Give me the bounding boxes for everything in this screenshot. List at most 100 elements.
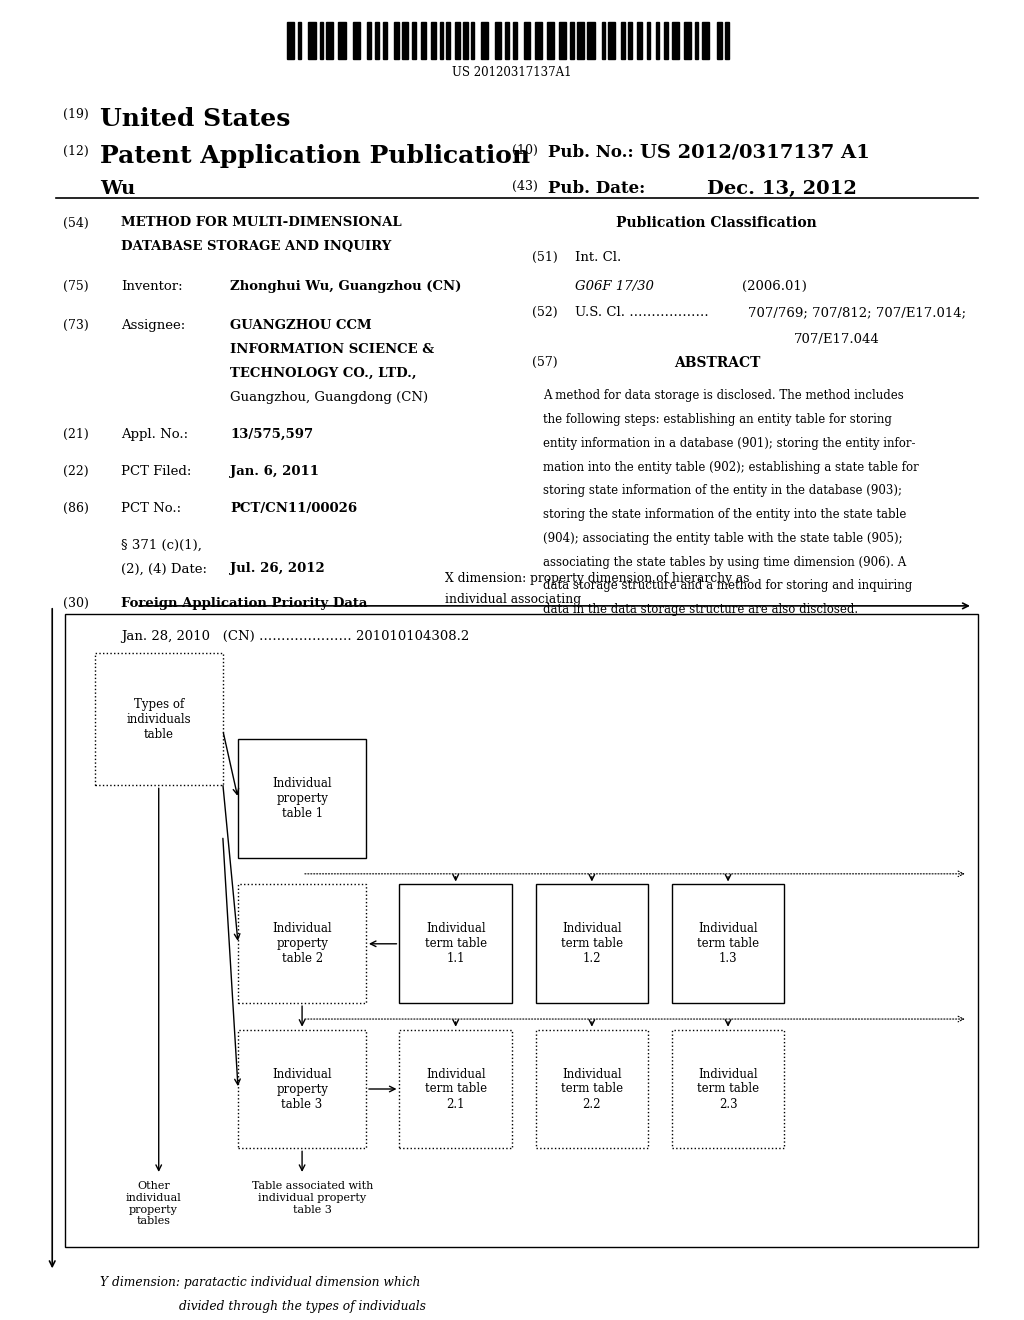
Text: Zhonghui Wu, Guangzhou (CN): Zhonghui Wu, Guangzhou (CN) (230, 280, 462, 293)
Text: Individual
term table
2.3: Individual term table 2.3 (697, 1068, 759, 1110)
Text: Individual
property
table 3: Individual property table 3 (272, 1068, 332, 1110)
Text: mation into the entity table (902); establishing a state table for: mation into the entity table (902); esta… (543, 461, 919, 474)
Bar (326, 22, 333, 59)
Text: Int. Cl.: Int. Cl. (575, 251, 622, 264)
FancyBboxPatch shape (94, 653, 223, 785)
Bar (647, 22, 650, 59)
Text: Jan. 6, 2011: Jan. 6, 2011 (230, 465, 319, 478)
Text: Individual
term table
1.2: Individual term table 1.2 (561, 923, 623, 965)
Text: (12): (12) (63, 145, 89, 158)
Text: DATABASE STORAGE AND INQUIRY: DATABASE STORAGE AND INQUIRY (121, 240, 391, 253)
Text: data storage structure and a method for storing and inquiring: data storage structure and a method for … (543, 579, 912, 593)
Bar (394, 22, 399, 59)
Text: METHOD FOR MULTI-DIMENSIONAL: METHOD FOR MULTI-DIMENSIONAL (121, 216, 401, 230)
FancyBboxPatch shape (238, 1030, 367, 1148)
Text: Individual
term table
1.3: Individual term table 1.3 (697, 923, 759, 965)
FancyBboxPatch shape (536, 884, 648, 1003)
Text: (10): (10) (512, 144, 538, 157)
Bar (621, 22, 625, 59)
Text: Wu: Wu (100, 180, 135, 198)
Bar (628, 22, 632, 59)
Text: Appl. No.:: Appl. No.: (121, 428, 188, 441)
Text: data in the data storage structure are also disclosed.: data in the data storage structure are a… (543, 603, 858, 616)
Text: (86): (86) (63, 502, 89, 515)
Text: G06F 17/30: G06F 17/30 (575, 280, 654, 293)
Text: (19): (19) (63, 108, 89, 121)
Text: PCT Filed:: PCT Filed: (121, 465, 191, 478)
Text: Individual
property
table 2: Individual property table 2 (272, 923, 332, 965)
Text: Pub. No.:: Pub. No.: (548, 144, 634, 161)
Text: Assignee:: Assignee: (121, 319, 185, 333)
Bar (471, 22, 474, 59)
Text: Jan. 28, 2010   (CN) ………………… 201010104308.2: Jan. 28, 2010 (CN) ………………… 201010104308.… (121, 630, 469, 643)
Bar (672, 22, 680, 59)
Bar (368, 22, 372, 59)
Text: storing the state information of the entity into the state table: storing the state information of the ent… (543, 508, 906, 521)
FancyBboxPatch shape (672, 884, 784, 1003)
Bar (456, 22, 461, 59)
Text: Guangzhou, Guangdong (CN): Guangzhou, Guangdong (CN) (230, 391, 428, 404)
Text: (51): (51) (532, 251, 558, 264)
Text: Y dimension: paratactic individual dimension which: Y dimension: paratactic individual dimen… (100, 1276, 421, 1290)
Text: United States: United States (100, 107, 291, 131)
Text: (57): (57) (532, 356, 558, 370)
Text: individual associating: individual associating (445, 593, 582, 606)
FancyBboxPatch shape (238, 884, 367, 1003)
FancyBboxPatch shape (238, 739, 367, 858)
Bar (496, 22, 501, 59)
FancyBboxPatch shape (399, 884, 512, 1003)
Text: 707/769; 707/812; 707/E17.014;: 707/769; 707/812; 707/E17.014; (748, 306, 966, 319)
Bar (602, 22, 605, 59)
Text: divided through the types of individuals: divided through the types of individuals (179, 1300, 426, 1313)
Text: GUANGZHOU CCM: GUANGZHOU CCM (230, 319, 372, 333)
Text: US 20120317137A1: US 20120317137A1 (453, 66, 571, 79)
Text: associating the state tables by using time dimension (906). A: associating the state tables by using ti… (543, 556, 906, 569)
Bar (695, 22, 698, 59)
Text: Inventor:: Inventor: (121, 280, 182, 293)
Text: INFORMATION SCIENCE &: INFORMATION SCIENCE & (230, 343, 434, 356)
Bar (338, 22, 346, 59)
Text: (904); associating the entity table with the state table (905);: (904); associating the entity table with… (543, 532, 902, 545)
Bar (664, 22, 668, 59)
Text: (52): (52) (532, 306, 558, 319)
Bar (547, 22, 554, 59)
Text: (21): (21) (63, 428, 89, 441)
Text: Other
individual
property
tables: Other individual property tables (126, 1181, 181, 1226)
Bar (578, 22, 585, 59)
Bar (524, 22, 529, 59)
Text: Pub. Date:: Pub. Date: (548, 180, 645, 197)
Text: (2), (4) Date:: (2), (4) Date: (121, 562, 207, 576)
Text: Individual
term table
2.1: Individual term table 2.1 (425, 1068, 486, 1110)
Text: U.S. Cl. ………………: U.S. Cl. ……………… (575, 306, 710, 319)
Text: (75): (75) (63, 280, 89, 293)
Bar (431, 22, 435, 59)
Text: 707/E17.044: 707/E17.044 (794, 333, 880, 346)
Bar (402, 22, 408, 59)
Text: Foreign Application Priority Data: Foreign Application Priority Data (121, 597, 368, 610)
Bar (558, 22, 565, 59)
Text: US 2012/0317137 A1: US 2012/0317137 A1 (640, 144, 869, 162)
Bar (655, 22, 658, 59)
Bar (464, 22, 468, 59)
Bar (308, 22, 315, 59)
Bar (588, 22, 595, 59)
Bar (481, 22, 488, 59)
Text: (22): (22) (63, 465, 89, 478)
Text: § 371 (c)(1),: § 371 (c)(1), (121, 539, 202, 552)
Bar (684, 22, 691, 59)
Text: (73): (73) (63, 319, 89, 333)
Bar (353, 22, 360, 59)
Bar (513, 22, 517, 59)
Bar (702, 22, 710, 59)
Text: storing state information of the entity in the database (903);: storing state information of the entity … (543, 484, 902, 498)
Text: (2006.01): (2006.01) (742, 280, 807, 293)
Text: Individual
term table
2.2: Individual term table 2.2 (561, 1068, 623, 1110)
Text: PCT/CN11/00026: PCT/CN11/00026 (230, 502, 357, 515)
Bar (570, 22, 574, 59)
Text: Individual
property
table 1: Individual property table 1 (272, 777, 332, 820)
Text: TECHNOLOGY CO., LTD.,: TECHNOLOGY CO., LTD., (230, 367, 417, 380)
Text: the following steps: establishing an entity table for storing: the following steps: establishing an ent… (543, 413, 892, 426)
Text: (43): (43) (512, 180, 538, 193)
Bar (298, 22, 301, 59)
Text: Publication Classification: Publication Classification (616, 216, 817, 231)
